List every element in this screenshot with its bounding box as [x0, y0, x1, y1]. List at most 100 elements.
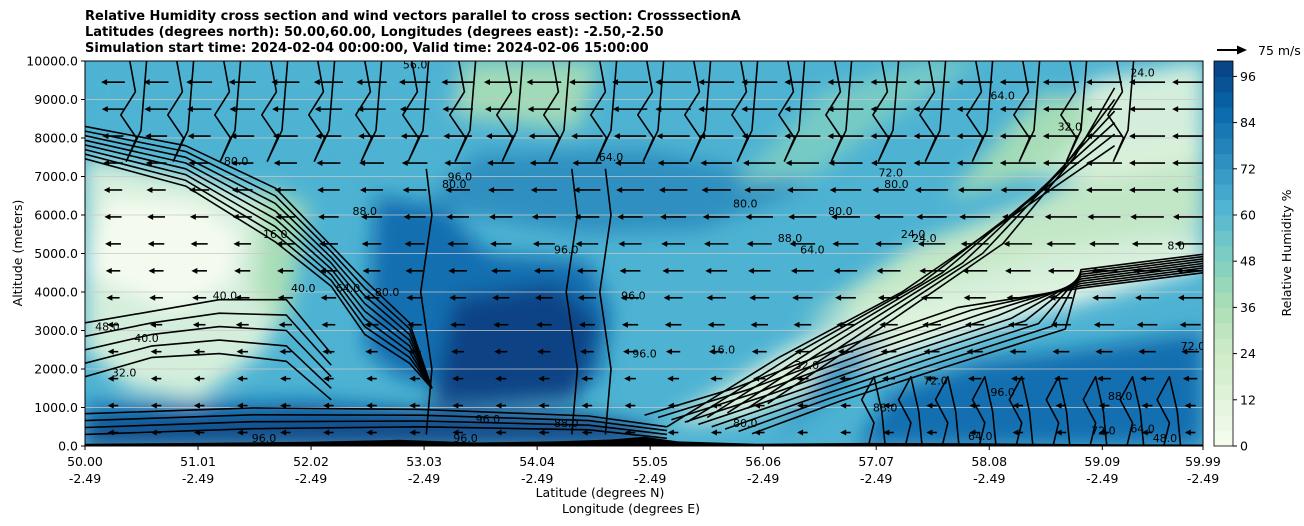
wind-vector	[751, 348, 767, 355]
contour-line	[825, 61, 853, 162]
wind-vector	[741, 133, 777, 140]
wind-vector-head	[235, 321, 242, 328]
wind-vector	[146, 186, 166, 193]
y-tick-label: 10000.0	[26, 54, 78, 69]
wind-vector-head	[273, 160, 280, 167]
contour-line	[1013, 61, 1041, 162]
wind-vector	[193, 375, 205, 382]
wind-vector-head	[917, 240, 924, 247]
y-axis: 0.0 1000.0 2000.0 3000.0 4000.0 5000.0 6000.0 7…	[26, 54, 85, 454]
y-tick-label: 5000.0	[34, 246, 78, 261]
wind-vector	[400, 133, 429, 140]
wind-vector-head	[745, 213, 752, 220]
contour-label: 64.0	[599, 151, 624, 164]
wind-vector-head	[186, 106, 193, 113]
wind-vector-head	[190, 240, 197, 247]
contour-line	[402, 61, 430, 162]
wind-vector-head	[495, 429, 502, 436]
wind-vector-head	[1055, 402, 1062, 409]
wind-vector	[107, 429, 119, 436]
colorbar-tick-label: 72	[1240, 161, 1256, 176]
wind-vector-head	[870, 79, 877, 86]
wind-vector	[702, 213, 730, 220]
wind-vector	[706, 294, 726, 301]
contour-line	[919, 61, 947, 162]
wind-vector	[962, 267, 988, 274]
colorbar-segment	[1214, 61, 1233, 77]
wind-vector	[321, 321, 336, 328]
contour-label: 96.0	[990, 386, 1015, 399]
wind-vector-head	[827, 79, 834, 86]
wind-vector-head	[231, 186, 238, 193]
wind-vector	[1129, 186, 1166, 193]
wind-vector-head	[710, 429, 717, 436]
wind-vector-head	[708, 348, 715, 355]
colorbar-segment	[1214, 415, 1233, 432]
wind-vector-head	[612, 79, 619, 86]
wind-vector	[956, 106, 993, 113]
contour-label: 72.0	[1091, 424, 1116, 437]
wind-vector-head	[538, 375, 545, 382]
wind-vector-head	[797, 402, 804, 409]
wind-vector-head	[575, 240, 582, 247]
wind-vector	[784, 133, 821, 140]
wind-vector	[366, 375, 377, 382]
wind-vector	[273, 160, 297, 167]
wind-vector-head	[536, 321, 543, 328]
wind-vector	[272, 133, 298, 140]
wind-vector	[101, 106, 125, 113]
terrain-fill	[85, 436, 1203, 446]
contour-line	[85, 414, 668, 432]
wind-vector-head	[1179, 321, 1186, 328]
wind-vector	[1085, 160, 1122, 167]
x-tick-label-latitude: 53.03	[406, 454, 442, 469]
wind-vector-head	[744, 186, 751, 193]
wind-vector	[538, 429, 550, 436]
wind-vector	[322, 348, 335, 355]
wind-vector-head	[107, 321, 114, 328]
wind-vector	[280, 429, 291, 436]
wind-vector	[1085, 106, 1122, 113]
wind-vector	[662, 267, 684, 274]
wind-vector	[576, 267, 598, 274]
wind-vector-head	[792, 294, 799, 301]
y-tick-label: 4000.0	[34, 285, 78, 300]
wind-vector-head	[319, 267, 326, 274]
contour-label: 64.0	[968, 430, 993, 443]
contour-line	[85, 144, 433, 389]
wind-vector	[969, 402, 980, 409]
wind-vector-head	[829, 186, 836, 193]
x-tick-label-longitude: -2.49	[1187, 471, 1219, 486]
wind-vector-head	[1042, 133, 1049, 140]
wind-vector	[450, 321, 466, 328]
wind-vector	[272, 106, 299, 113]
wind-vector-head	[750, 321, 757, 328]
wind-vector-head	[618, 240, 625, 247]
wind-vector-head	[280, 429, 287, 436]
wind-vector-head	[314, 106, 321, 113]
wind-vector-head	[706, 294, 713, 301]
wind-vector-head	[275, 213, 282, 220]
wind-vector	[148, 267, 164, 274]
colorbar-tick-label: 96	[1240, 69, 1256, 84]
wind-vector-head	[448, 267, 455, 274]
colorbar-segment	[1214, 122, 1233, 139]
wind-vector	[926, 402, 937, 409]
wind-vector	[1172, 213, 1203, 220]
wind-vector-head	[1055, 429, 1062, 436]
wind-vector	[744, 186, 775, 193]
contour-line	[565, 168, 579, 435]
contour-line	[1045, 375, 1071, 446]
wind-vector	[191, 267, 207, 274]
wind-vector-head	[274, 186, 281, 193]
wind-vector	[356, 79, 387, 86]
wind-vector	[234, 294, 250, 301]
contour-label: 32.0	[1058, 120, 1083, 133]
wind-vector-head	[236, 429, 243, 436]
wind-vector	[490, 240, 512, 247]
wind-vector	[870, 133, 907, 140]
contour-line	[85, 153, 433, 389]
wind-vector	[612, 106, 648, 113]
wind-vector-head	[278, 321, 285, 328]
contour-line	[1008, 375, 1034, 446]
